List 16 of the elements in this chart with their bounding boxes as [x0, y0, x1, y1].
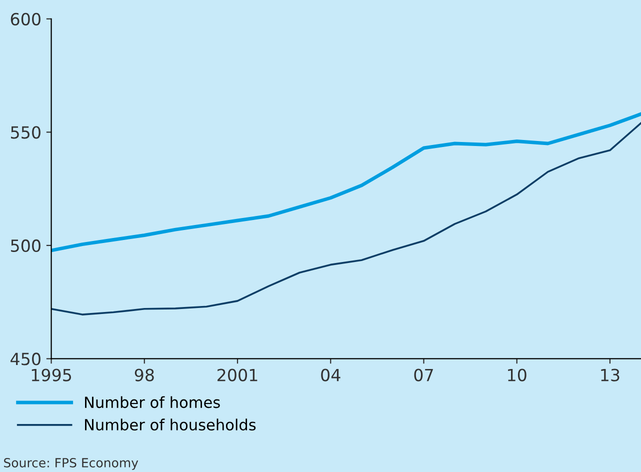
y-tick-label: 450: [10, 352, 40, 366]
legend-label: Number of households: [85, 418, 256, 431]
x-tick-label: 1995: [32, 368, 72, 382]
source-note: Source: FPS Economy: [4, 458, 138, 470]
y-tick-label: 600: [10, 12, 40, 26]
x-tick-label: 98: [134, 368, 154, 382]
x-tick-label: 04: [321, 368, 340, 382]
line-series: [51, 122, 641, 316]
legend-label: Number of homes: [85, 396, 220, 408]
y-tick-label: 550: [11, 126, 40, 139]
x-tick-label: 2001: [218, 368, 258, 382]
line-series: [51, 112, 641, 252]
y-tick-label: 500: [11, 239, 40, 252]
x-tick-label: 10: [508, 368, 526, 382]
x-tick-label: 07: [414, 368, 433, 382]
x-tick-label: 13: [601, 368, 620, 382]
